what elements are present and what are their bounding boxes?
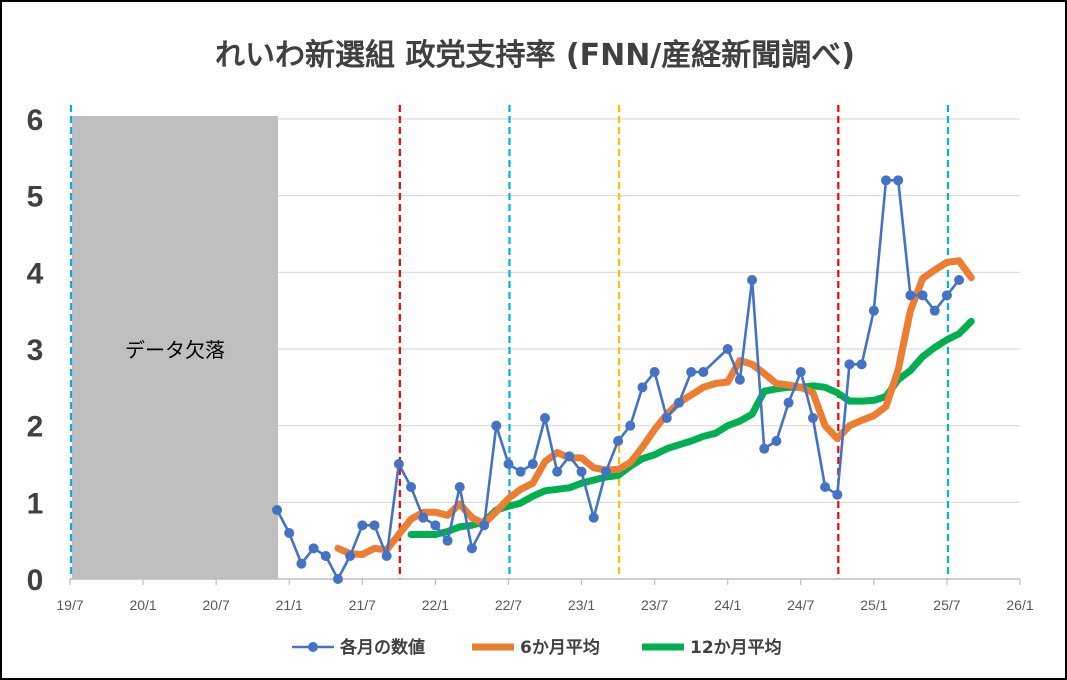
data-point <box>588 512 599 523</box>
data-point <box>357 520 368 531</box>
data-point <box>527 459 538 469</box>
data-point <box>308 543 319 554</box>
y-tick-label: 2 <box>27 411 44 444</box>
x-tick-label: 23/1 <box>568 597 595 613</box>
series-line <box>275 179 961 581</box>
data-point <box>332 574 343 584</box>
data-point <box>540 413 550 423</box>
data-point <box>393 459 404 469</box>
data-point <box>929 305 940 316</box>
series-group <box>272 175 975 584</box>
data-point <box>320 551 331 561</box>
x-tick-label: 25/1 <box>860 597 887 613</box>
data-point <box>734 374 745 385</box>
y-tick-label: 0 <box>27 564 44 597</box>
data-point <box>503 459 514 469</box>
x-tick-label: 26/1 <box>1006 597 1033 613</box>
data-point <box>954 275 965 285</box>
data-point <box>491 420 502 431</box>
missing-data-label: データ欠落 <box>125 338 225 362</box>
data-point <box>345 551 356 561</box>
data-point <box>795 367 806 377</box>
data-point <box>552 466 563 477</box>
legend-label: 12か月平均 <box>690 637 782 658</box>
data-point <box>564 451 575 462</box>
data-point <box>649 367 660 377</box>
x-tick-label: 21/7 <box>349 597 376 613</box>
legend-marker <box>308 642 318 652</box>
series-line <box>334 257 975 558</box>
y-tick-label: 5 <box>27 181 44 214</box>
x-tick-label: 23/7 <box>641 597 668 613</box>
data-point <box>600 466 611 477</box>
y-tick-label: 4 <box>27 257 44 290</box>
x-axis: 19/7 20/1 20/7 21/1 21/7 22/1 22/7 23/1 23/7 24/1… <box>56 578 1034 613</box>
x-tick-label: 21/1 <box>276 597 303 613</box>
y-tick-label: 3 <box>27 334 44 367</box>
data-point <box>613 436 624 446</box>
data-point <box>856 359 867 370</box>
data-point <box>759 443 770 454</box>
data-point <box>576 466 587 477</box>
data-point <box>771 436 782 446</box>
missing-data-region: データ欠落 <box>72 116 279 579</box>
data-point <box>454 482 465 492</box>
x-tick-label: 19/7 <box>56 597 83 613</box>
data-point <box>844 359 855 370</box>
data-point <box>430 520 441 531</box>
data-point <box>868 305 879 316</box>
data-point <box>479 520 490 531</box>
data-point <box>369 520 380 531</box>
data-point <box>661 413 672 423</box>
x-tick-label: 24/1 <box>714 597 741 613</box>
data-point <box>783 397 794 408</box>
data-point <box>272 505 283 515</box>
missing-data-box <box>72 116 279 579</box>
data-point <box>698 367 709 377</box>
data-point <box>673 397 684 408</box>
y-axis-ticks: 0 1 2 3 4 5 6 <box>27 104 44 597</box>
data-point <box>442 535 453 546</box>
data-point <box>625 420 636 431</box>
data-point <box>466 543 477 554</box>
data-point <box>515 466 526 477</box>
data-point <box>296 558 307 569</box>
data-point <box>807 413 818 423</box>
data-point <box>284 528 295 538</box>
data-point <box>893 175 904 186</box>
y-tick-label: 1 <box>27 487 44 520</box>
x-tick-label: 22/7 <box>495 597 522 613</box>
data-point <box>381 551 392 561</box>
data-point <box>686 367 697 377</box>
data-point <box>905 290 916 301</box>
x-tick-label: 24/7 <box>787 597 814 613</box>
legend-label: 6か月平均 <box>520 637 600 658</box>
x-tick-label: 20/7 <box>203 597 230 613</box>
legend-label: 各月の数値 <box>339 637 425 658</box>
data-point <box>832 489 843 500</box>
chart-title: れいわ新選組 政党支持率 (FNN/産経新聞調べ) <box>215 38 855 73</box>
data-point <box>881 175 892 186</box>
data-point <box>418 512 429 523</box>
data-point <box>406 482 417 492</box>
data-point <box>747 275 758 285</box>
data-point <box>941 290 952 301</box>
x-tick-label: 22/1 <box>422 597 449 613</box>
x-tick-label: 20/1 <box>129 597 156 613</box>
x-tick-label: 25/7 <box>933 597 960 613</box>
data-point <box>637 382 648 393</box>
data-point <box>820 482 831 492</box>
data-point <box>917 290 928 301</box>
y-tick-label: 6 <box>27 104 44 137</box>
legend: 各月の数値 6か月平均 12か月平均 <box>292 637 782 658</box>
data-point <box>722 344 733 354</box>
